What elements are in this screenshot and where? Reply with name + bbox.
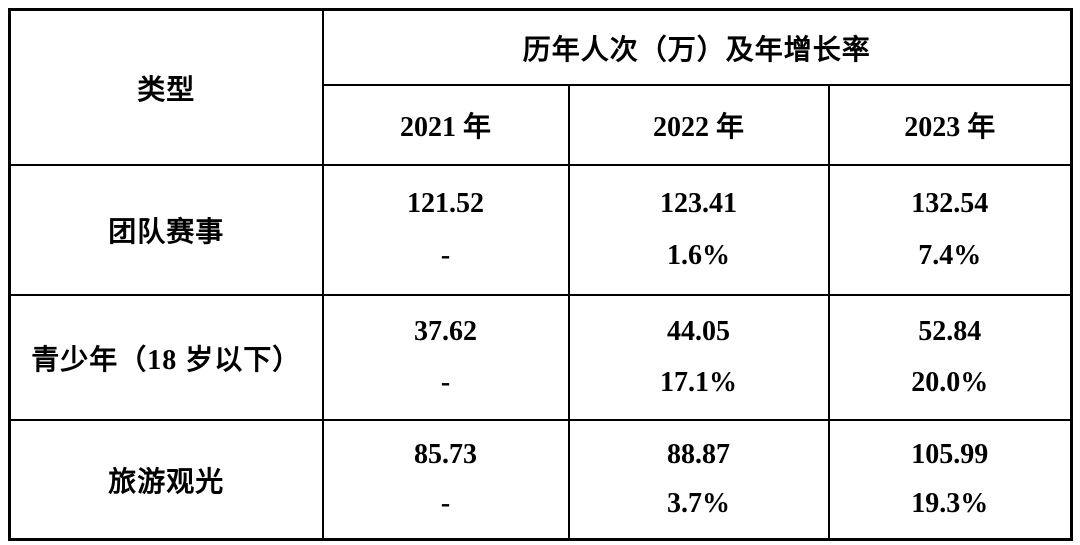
value-text: 44.05	[667, 316, 730, 348]
value-text: 88.87	[667, 439, 730, 471]
row-label: 旅游观光	[8, 419, 324, 541]
value-growth-stack: 88.87 3.7%	[571, 422, 827, 537]
header-group-cell: 历年人次（万）及年增长率	[321, 8, 1073, 86]
value-text: 123.41	[660, 188, 737, 219]
growth-text: 1.6%	[667, 240, 730, 271]
growth-text: 17.1%	[660, 366, 737, 398]
growth-text: 19.3%	[911, 487, 989, 519]
table-header-row-group: 类型 历年人次（万）及年增长率	[8, 8, 1073, 166]
table-row-team-events: 团队赛事 121.52 - 123.41 1.6% 132.54 7.4%	[8, 164, 1073, 296]
value-growth-stack: 85.73 -	[325, 422, 567, 537]
value-text: 85.73	[414, 439, 477, 471]
value-text: 121.52	[407, 188, 484, 219]
data-cell: 123.41 1.6%	[567, 164, 830, 296]
data-cell: 44.05 17.1%	[567, 294, 830, 421]
growth-text: -	[440, 240, 451, 271]
value-growth-stack: 105.99 19.3%	[831, 422, 1070, 537]
data-cell: 121.52 -	[321, 164, 570, 296]
header-year-2021: 2021 年	[321, 84, 570, 166]
value-text: 105.99	[911, 439, 989, 471]
passenger-volume-table: 类型 历年人次（万）及年增长率 2021 年 2022 年 2023 年 团队赛…	[8, 8, 1074, 541]
table-header-row-years: 2021 年 2022 年 2023 年	[10, 84, 1073, 166]
value-text: 52.84	[918, 316, 982, 348]
row-label: 团队赛事	[8, 164, 324, 296]
data-cell: 88.87 3.7%	[567, 419, 830, 541]
table-row-tourism: 旅游观光 85.73 - 88.87 3.7% 105.99 19.3%	[8, 419, 1073, 541]
growth-text: 7.4%	[918, 240, 982, 271]
table-row-youth: 青少年（18 岁以下） 37.62 - 44.05 17.1% 52.84 20…	[8, 294, 1073, 421]
growth-text: 20.0%	[911, 366, 989, 398]
header-year-2022: 2022 年	[567, 84, 830, 166]
value-growth-stack: 121.52 -	[325, 167, 567, 293]
header-type-cell: 类型	[8, 8, 324, 166]
data-cell: 105.99 19.3%	[827, 419, 1073, 541]
value-growth-stack: 52.84 20.0%	[831, 297, 1070, 418]
data-cell: 132.54 7.4%	[827, 164, 1073, 296]
growth-text: -	[440, 487, 451, 519]
value-text: 37.62	[414, 316, 477, 348]
header-year-2023: 2023 年	[827, 84, 1073, 166]
row-label: 青少年（18 岁以下）	[8, 294, 324, 421]
data-cell: 52.84 20.0%	[827, 294, 1073, 421]
value-growth-stack: 123.41 1.6%	[571, 167, 827, 293]
value-text: 132.54	[911, 188, 989, 219]
data-cell: 85.73 -	[321, 419, 570, 541]
value-growth-stack: 132.54 7.4%	[831, 167, 1070, 293]
value-growth-stack: 44.05 17.1%	[571, 297, 827, 418]
growth-text: 3.7%	[667, 487, 730, 519]
growth-text: -	[440, 366, 451, 398]
value-growth-stack: 37.62 -	[325, 297, 567, 418]
data-cell: 37.62 -	[321, 294, 570, 421]
